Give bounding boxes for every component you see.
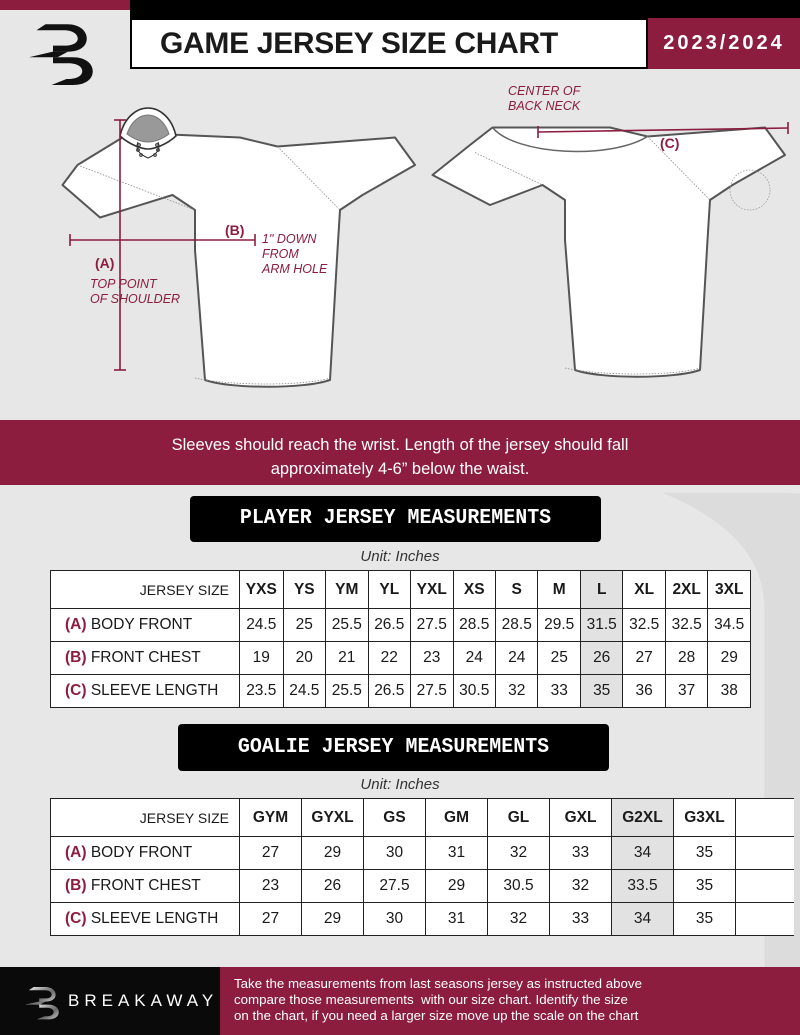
svg-text:TOP POINT: TOP POINT [90,277,158,291]
svg-text:CENTER OF: CENTER OF [508,84,582,98]
svg-text:1" DOWN: 1" DOWN [262,232,317,246]
svg-text:(A): (A) [95,255,114,271]
svg-text:OF SHOULDER: OF SHOULDER [90,292,180,306]
svg-text:ARM HOLE: ARM HOLE [261,262,328,276]
svg-text:BACK NECK: BACK NECK [508,99,581,113]
svg-text:(B): (B) [225,222,244,238]
svg-text:FROM: FROM [262,247,299,261]
svg-text:(C): (C) [660,135,679,151]
